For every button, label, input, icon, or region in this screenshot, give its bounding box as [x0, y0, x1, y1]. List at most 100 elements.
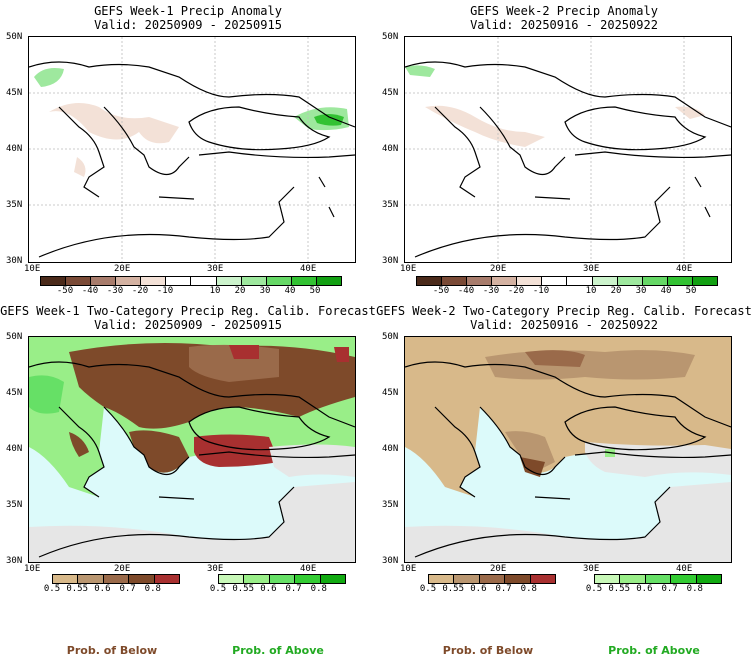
- colorbar-tick-label: 0.5: [585, 584, 603, 594]
- anomaly-swatch: [467, 277, 493, 285]
- below-swatch: [530, 575, 556, 583]
- colorbar-tick-label: -50: [56, 286, 74, 296]
- lon-label: 20E: [114, 264, 131, 274]
- panel-valid-dates: Valid: 20250909 - 20250915: [94, 318, 282, 332]
- lat-label: 30N: [382, 556, 399, 566]
- lon-label: 40E: [676, 564, 693, 574]
- lat-label: 50N: [382, 32, 399, 42]
- lon-label: 30E: [583, 564, 600, 574]
- lon-label: 10E: [24, 264, 41, 274]
- colorbar-tick-label: 0.7: [119, 584, 136, 594]
- panel-week1-anomaly: GEFS Week-1 Precip Anomaly Valid: 202509…: [0, 0, 376, 300]
- lat-label: 35N: [6, 200, 23, 210]
- lat-label: 40N: [6, 444, 23, 454]
- below-colorbar: [428, 574, 556, 584]
- anomaly-colorbar: [40, 276, 342, 286]
- panel-valid-dates: Valid: 20250916 - 20250922: [470, 318, 658, 332]
- anomaly-colorbar-labels: -50 -40 -30 -20 -10 10 20 30 40 50: [40, 286, 340, 298]
- anomaly-swatch: [642, 277, 668, 285]
- colorbar-tick-label: -50: [432, 286, 450, 296]
- colorbar-tick-label: 50: [309, 286, 321, 296]
- anomaly-swatch: [291, 277, 317, 285]
- anomaly-swatch: [567, 277, 593, 285]
- lat-label: 35N: [6, 500, 23, 510]
- lon-label: 30E: [583, 264, 600, 274]
- above-swatch: [244, 575, 270, 583]
- lon-label: 30E: [207, 264, 224, 274]
- anomaly-swatch: [542, 277, 568, 285]
- anomaly-colorbar-labels: -50 -40 -30 -20 -10 10 20 30 40 50: [416, 286, 716, 298]
- footer-prob-below-right: Prob. of Below: [442, 644, 534, 657]
- colorbar-tick-label: -30: [106, 286, 124, 296]
- anomaly-swatch: [517, 277, 543, 285]
- colorbar-tick-label: 30: [635, 286, 647, 296]
- map-week2-probability: [404, 336, 732, 563]
- above-swatch: [295, 575, 321, 583]
- panel-week2-two-category: GEFS Week-2 Two-Category Precip Reg. Cal…: [376, 300, 752, 600]
- below-colorbar-labels: 0.5 0.55 0.6 0.7 0.8: [44, 584, 178, 596]
- below-swatch: [454, 575, 480, 583]
- colorbar-tick-label: -10: [156, 286, 174, 296]
- below-swatch: [53, 575, 79, 583]
- anomaly-swatch: [241, 277, 267, 285]
- colorbar-tick-label: 0.7: [495, 584, 512, 594]
- below-swatch: [103, 575, 130, 583]
- colorbar-tick-label: 0.6: [94, 584, 111, 594]
- lon-label: 40E: [300, 564, 317, 574]
- colorbar-tick-label: 0.5: [209, 584, 227, 594]
- colorbar-tick-label: 0.8: [310, 584, 327, 594]
- lon-label: 40E: [676, 264, 693, 274]
- below-swatch: [429, 575, 455, 583]
- colorbar-tick-label: 0.55: [232, 584, 255, 594]
- lat-label: 50N: [6, 32, 23, 42]
- colorbar-tick-label: 0.7: [661, 584, 678, 594]
- panel-title: GEFS Week-1 Precip Anomaly: [94, 4, 282, 18]
- lon-label: 10E: [400, 264, 417, 274]
- panel-valid-dates: Valid: 20250916 - 20250922: [470, 18, 658, 32]
- colorbar-tick-label: -20: [507, 286, 525, 296]
- anomaly-swatch: [692, 277, 717, 285]
- above-swatch: [645, 575, 672, 583]
- colorbar-tick-label: 0.6: [470, 584, 487, 594]
- colorbar-tick-label: 0.6: [636, 584, 653, 594]
- lat-label: 50N: [6, 332, 23, 342]
- anomaly-swatch: [617, 277, 643, 285]
- colorbar-tick-label: 0.8: [520, 584, 537, 594]
- anomaly-swatch: [216, 277, 242, 285]
- colorbar-tick-label: 0.7: [285, 584, 302, 594]
- lat-label: 45N: [6, 88, 23, 98]
- colorbar-tick-label: 0.5: [419, 584, 437, 594]
- colorbar-tick-label: 20: [234, 286, 246, 296]
- above-swatch: [320, 575, 346, 583]
- footer-prob-above-right: Prob. of Above: [608, 644, 700, 657]
- footer-prob-above-left: Prob. of Above: [232, 644, 324, 657]
- lon-label: 10E: [24, 564, 41, 574]
- lat-label: 30N: [6, 256, 23, 266]
- panel-title: GEFS Week-2 Two-Category Precip Reg. Cal…: [376, 304, 752, 318]
- footer-prob-below-left: Prob. of Below: [66, 644, 158, 657]
- anomaly-swatch: [91, 277, 117, 285]
- above-colorbar-labels: 0.5 0.55 0.6 0.7 0.8: [210, 584, 344, 596]
- colorbar-tick-label: 50: [685, 286, 697, 296]
- anomaly-swatch: [667, 277, 693, 285]
- above-swatch: [696, 575, 722, 583]
- above-colorbar: [218, 574, 346, 584]
- below-swatch: [129, 575, 155, 583]
- above-swatch: [219, 575, 245, 583]
- colorbar-tick-label: 10: [209, 286, 221, 296]
- map-canvas: [405, 337, 731, 562]
- below-swatch: [505, 575, 531, 583]
- anomaly-swatch: [592, 277, 618, 285]
- anomaly-swatch: [66, 277, 92, 285]
- below-swatch: [154, 575, 180, 583]
- anomaly-swatch: [191, 277, 217, 285]
- colorbar-tick-label: 0.5: [43, 584, 61, 594]
- lat-label: 30N: [6, 556, 23, 566]
- map-canvas: [405, 37, 731, 262]
- map-canvas: [29, 337, 355, 562]
- above-colorbar: [594, 574, 722, 584]
- below-colorbar-labels: 0.5 0.55 0.6 0.7 0.8: [420, 584, 554, 596]
- below-colorbar: [52, 574, 180, 584]
- lon-label: 20E: [490, 564, 507, 574]
- panel-week1-two-category: GEFS Week-1 Two-Category Precip Reg. Cal…: [0, 300, 376, 600]
